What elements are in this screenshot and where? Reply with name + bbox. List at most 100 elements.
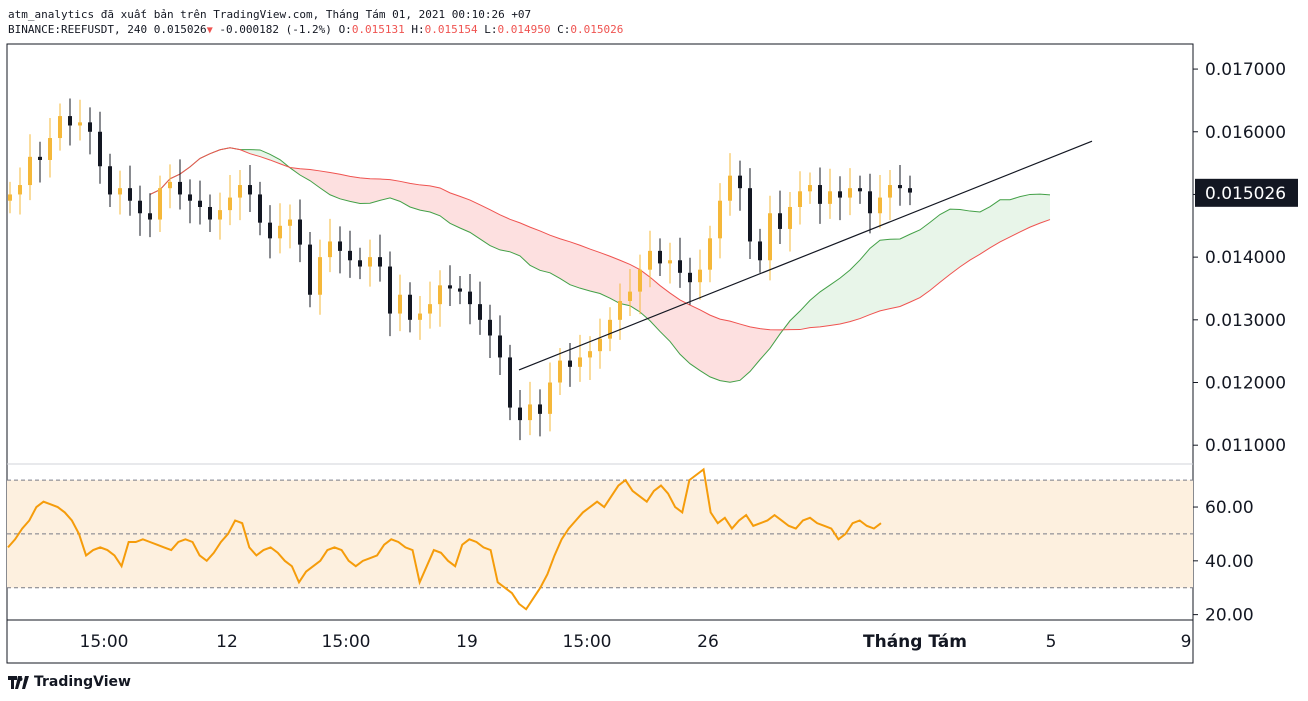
candle bbox=[158, 175, 162, 233]
cloud-fill bbox=[460, 196, 470, 233]
candle-body bbox=[358, 260, 362, 267]
chart-header: atm_analytics đã xuất bản trên TradingVi… bbox=[8, 7, 623, 38]
cloud-fill bbox=[770, 329, 780, 349]
candle bbox=[338, 226, 342, 274]
candle-body bbox=[318, 257, 322, 295]
candle-body bbox=[68, 116, 72, 126]
candle bbox=[378, 234, 382, 282]
candle bbox=[768, 195, 772, 281]
candle bbox=[498, 315, 502, 375]
cloud-fill bbox=[620, 260, 630, 306]
candle bbox=[618, 283, 622, 340]
candle bbox=[688, 257, 692, 305]
rsi-tick-label: 60.00 bbox=[1205, 498, 1254, 518]
cloud-fill bbox=[320, 170, 330, 195]
time-tick-label: 5 bbox=[1046, 632, 1057, 652]
candle-body bbox=[398, 294, 402, 314]
price-tick-label: 0.016000 bbox=[1205, 123, 1286, 143]
candle-body bbox=[708, 238, 712, 270]
candle bbox=[328, 218, 332, 273]
tradingview-logo[interactable]: TradingView bbox=[8, 674, 131, 690]
cloud-fill bbox=[690, 305, 700, 371]
candle bbox=[108, 153, 112, 207]
cloud-fill bbox=[400, 181, 410, 207]
candle-body bbox=[588, 351, 592, 358]
candle bbox=[118, 170, 122, 215]
candle bbox=[888, 170, 892, 221]
change-label: -0.000182 (-1.2%) bbox=[219, 23, 332, 36]
open-value: 0.015131 bbox=[351, 23, 405, 36]
candle-body bbox=[858, 188, 862, 192]
candle bbox=[578, 334, 582, 382]
time-tick-label: 15:00 bbox=[80, 632, 129, 652]
cloud-fill bbox=[660, 285, 670, 342]
candle-body bbox=[48, 138, 52, 160]
candle bbox=[528, 381, 532, 436]
candle-body bbox=[208, 206, 212, 220]
candle bbox=[278, 203, 282, 254]
chart-frame bbox=[6, 43, 1194, 664]
candle bbox=[508, 344, 512, 421]
cloud-fill bbox=[420, 184, 430, 212]
candle bbox=[188, 179, 192, 224]
candle-body bbox=[728, 175, 732, 201]
cloud-fill bbox=[720, 319, 730, 383]
candle-body bbox=[618, 301, 622, 320]
candle-body bbox=[148, 213, 152, 220]
candle bbox=[698, 249, 702, 300]
candle-body bbox=[828, 191, 832, 204]
candle-body bbox=[608, 319, 612, 339]
cloud-fill bbox=[1040, 194, 1050, 224]
price-axis[interactable]: 0.0110000.0120000.0130000.0140000.015000… bbox=[1193, 60, 1298, 456]
trend-line[interactable] bbox=[518, 140, 1093, 371]
cloud-fill bbox=[640, 269, 650, 321]
candle-body bbox=[818, 185, 822, 204]
candle bbox=[858, 175, 862, 204]
candle bbox=[58, 103, 62, 151]
candle-body bbox=[118, 188, 122, 195]
cloud-fill bbox=[310, 169, 320, 188]
cloud-fill bbox=[490, 209, 500, 250]
candle-body bbox=[798, 191, 802, 207]
candles[interactable] bbox=[8, 98, 912, 441]
candle-body bbox=[538, 404, 542, 414]
time-axis[interactable]: 15:00 12 15:00 19 15:00 26 Tháng Tám 5 9 bbox=[80, 632, 1192, 652]
candle bbox=[148, 193, 152, 238]
candle-body bbox=[418, 313, 422, 320]
candle bbox=[848, 168, 852, 216]
candle-body bbox=[738, 175, 742, 189]
cloud-fill bbox=[880, 239, 890, 311]
cloud-fill bbox=[670, 293, 680, 355]
cloud-fill bbox=[800, 300, 810, 330]
candle bbox=[388, 251, 392, 337]
price-tick-label: 0.012000 bbox=[1205, 374, 1286, 394]
rsi-tick-label: 40.00 bbox=[1205, 552, 1254, 572]
cloud-fill bbox=[870, 240, 880, 315]
candle bbox=[238, 170, 242, 221]
candle-body bbox=[88, 122, 92, 132]
cloud-fill bbox=[900, 234, 910, 307]
cloud-fill bbox=[540, 230, 550, 273]
candle-body bbox=[568, 360, 572, 367]
time-tick-label: 12 bbox=[216, 632, 238, 652]
tradingview-brand: TradingView bbox=[34, 674, 131, 690]
candle-body bbox=[468, 291, 472, 305]
rsi-pane[interactable]: 20.00 40.00 60.00 bbox=[7, 467, 1254, 626]
candle-body bbox=[288, 219, 292, 226]
candle bbox=[638, 254, 642, 315]
candle bbox=[478, 281, 482, 335]
candle bbox=[138, 185, 142, 236]
rsi-tick-label: 20.00 bbox=[1205, 606, 1254, 626]
candle bbox=[28, 134, 32, 201]
cloud-fill bbox=[510, 219, 520, 256]
candle bbox=[708, 225, 712, 283]
candle bbox=[788, 191, 792, 252]
candle bbox=[778, 190, 782, 244]
candle-body bbox=[108, 166, 112, 195]
candle bbox=[758, 228, 762, 273]
cloud-fill bbox=[1010, 196, 1020, 237]
low-value: 0.014950 bbox=[497, 23, 551, 36]
cloud-fill bbox=[710, 315, 720, 381]
candle bbox=[588, 336, 592, 380]
